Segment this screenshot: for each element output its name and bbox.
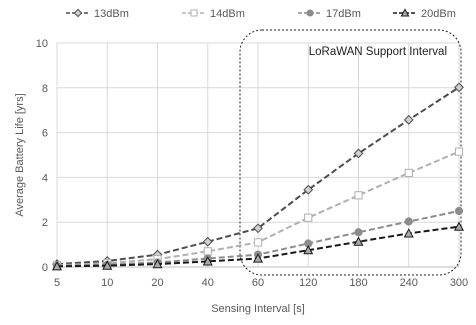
x-tick-label: 5 [54,277,60,289]
data-point-marker [102,260,113,270]
x-tick-label: 240 [400,277,418,289]
data-point-marker [400,8,410,17]
data-point-marker [304,213,313,222]
legend-entry: 13dBm [66,8,129,20]
x-axis-title: Sensing Interval [s] [211,303,305,315]
data-point-marker [203,247,212,256]
data-point-marker [404,217,413,226]
data-point-marker [253,238,263,247]
data-point-marker [202,256,213,266]
y-tick-label: 0 [42,262,48,274]
data-series [51,82,465,271]
legend: 13dBm 14dBm 17dBm 20dBm [66,8,456,20]
legend-entry: 17dBm [298,8,361,20]
data-point-marker [354,191,363,200]
x-tick-label: 300 [450,277,468,289]
data-point-marker [306,9,314,17]
x-tick-label: 10 [101,277,113,289]
data-point-marker [404,168,413,178]
y-tick-label: 6 [42,128,48,140]
grid-lines [56,42,460,267]
data-point-marker [303,184,314,195]
support-interval-annotation: LoRaWAN Support Interval [239,29,462,276]
series-4 [51,221,465,271]
data-point-marker [253,223,263,234]
data-point-marker [51,261,63,271]
data-point-marker [353,236,364,246]
legend-label: 17dBm [326,8,361,20]
y-tick-label: 10 [36,38,48,50]
x-tick-label: 180 [349,277,367,289]
legend-entry: 14dBm [182,8,245,20]
data-point-marker [454,206,464,216]
data-point-marker [190,9,198,17]
legend-entry: 20dBm [393,8,456,20]
legend-label: 20dBm [421,8,456,20]
data-point-marker [403,228,414,238]
data-point-marker [73,8,83,18]
series-line [56,86,460,266]
legend-label: 13dBm [94,8,129,20]
data-point-marker [303,244,314,255]
x-tick-label: 120 [299,277,317,289]
y-tick-label: 8 [42,83,48,95]
support-interval-box [239,29,462,276]
data-point-marker [252,253,264,263]
x-tick-label: 40 [202,277,214,289]
x-tick-label: 20 [151,277,163,289]
x-tick-label: 60 [252,277,264,289]
data-point-marker [454,82,464,93]
y-axis-title: Average Battery Life [yrs] [14,93,26,216]
legend-label: 14dBm [210,8,245,20]
data-point-marker [354,228,363,237]
data-point-marker [454,147,464,156]
data-point-marker [353,148,364,159]
data-point-marker [453,221,465,231]
data-point-marker [152,258,163,269]
data-point-marker [403,114,414,125]
y-tick-label: 2 [42,217,48,229]
axes: 0 2 4 6 8 10 5 10 20 40 60 120 180 240 300 [36,38,468,289]
y-tick-label: 4 [42,172,48,184]
data-point-marker [202,236,213,247]
support-interval-label: LoRaWAN Support Interval [309,46,447,58]
